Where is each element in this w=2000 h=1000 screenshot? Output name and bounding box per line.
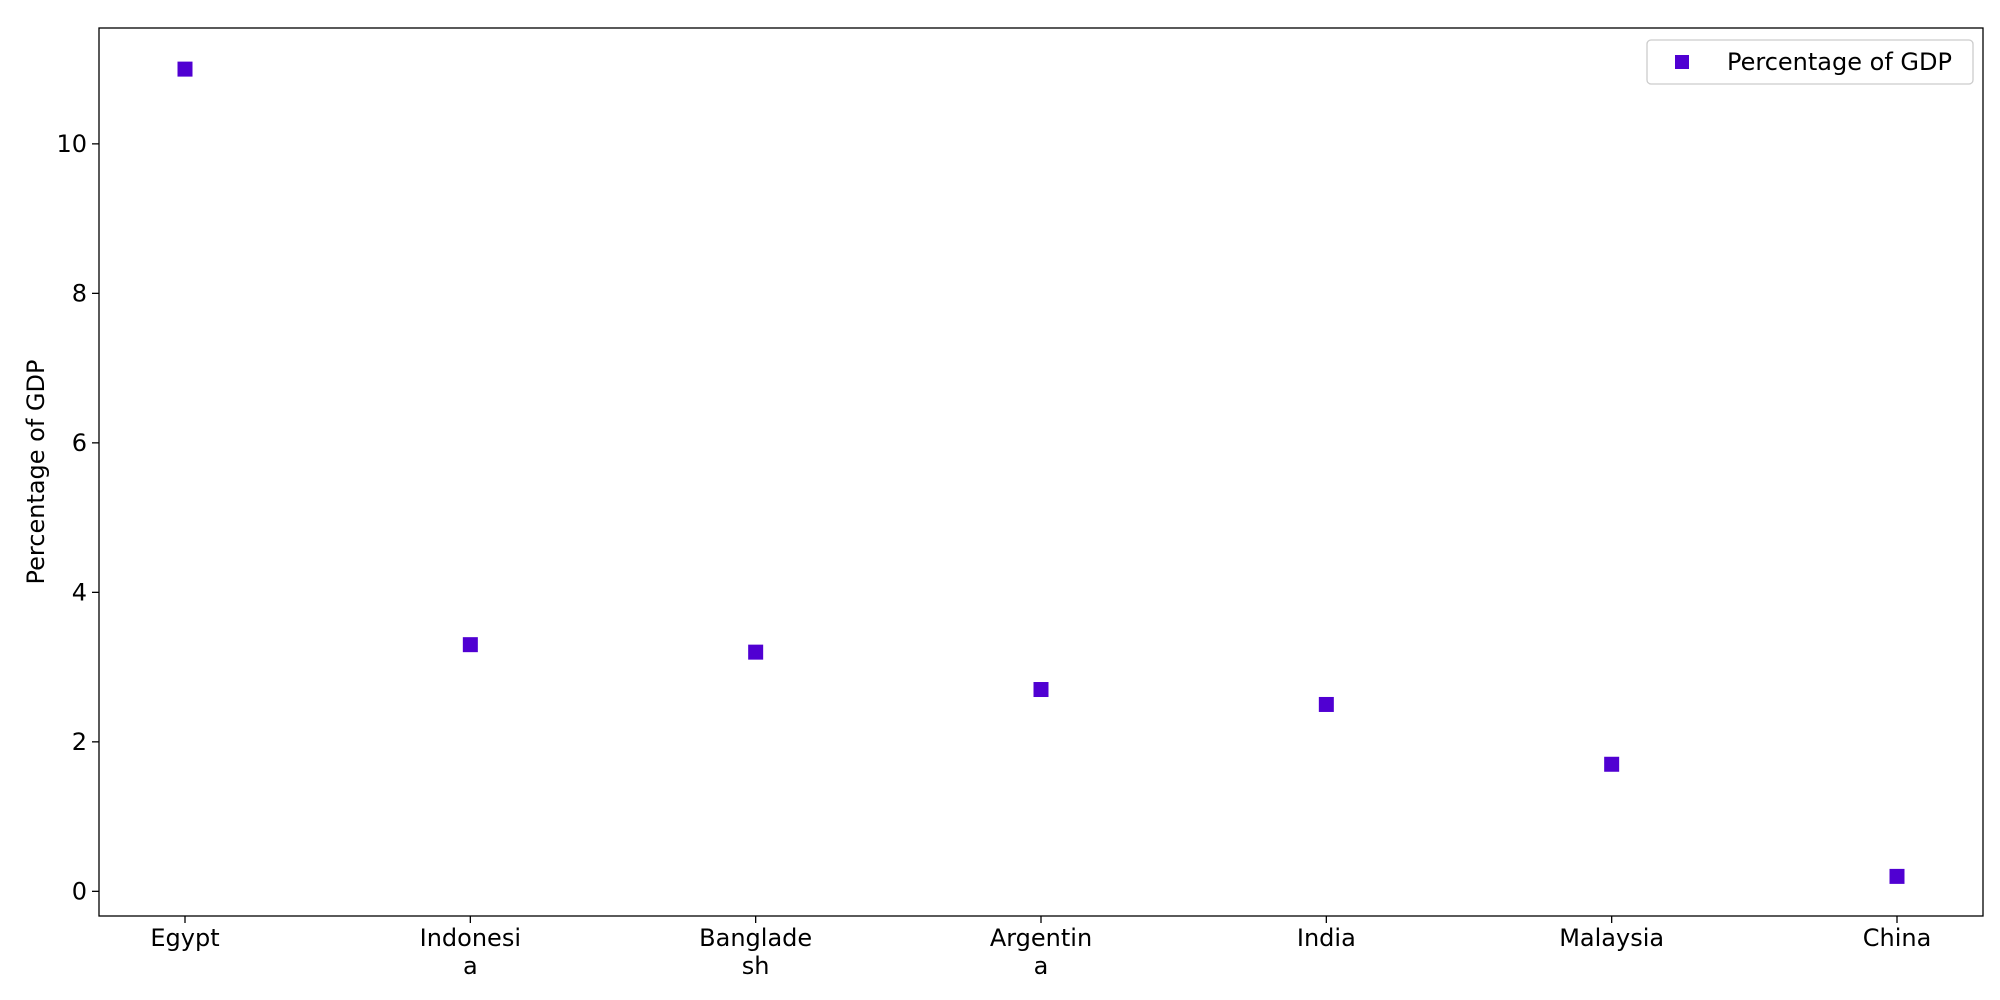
data-point <box>748 644 764 660</box>
data-point <box>177 61 193 77</box>
y-tick-label: 0 <box>72 877 87 905</box>
x-tick-label-line: a <box>463 952 478 980</box>
x-tick-label-line: China <box>1863 924 1932 952</box>
x-tick-label-line: Malaysia <box>1559 924 1664 952</box>
data-point <box>1033 682 1049 698</box>
y-axis: 0 2 4 6 8 10 <box>56 130 99 905</box>
x-tick-label: Malaysia <box>1559 924 1664 952</box>
x-tick-label-line: India <box>1297 924 1356 952</box>
data-point <box>1318 696 1334 712</box>
x-tick-label-line: sh <box>742 952 770 980</box>
plot-marks <box>177 61 1905 884</box>
x-tick-label-line: Argentin <box>990 924 1092 952</box>
y-tick-label: 8 <box>72 279 87 307</box>
x-tick-label-line: Banglade <box>699 924 812 952</box>
legend-box <box>1646 39 1974 85</box>
x-tick-label-line: Indonesi <box>420 924 521 952</box>
x-tick-label: India <box>1297 924 1356 952</box>
legend: Percentage of GDP <box>1646 39 1974 85</box>
legend-marker <box>1675 55 1689 69</box>
x-tick-label: Egypt <box>150 924 219 952</box>
x-tick-label: Argentin a <box>990 924 1092 980</box>
legend-label: Percentage of GDP <box>1727 48 1952 76</box>
x-tick-label: Indonesi a <box>420 924 521 980</box>
x-tick-label: Banglade sh <box>699 924 812 980</box>
data-point <box>462 637 478 653</box>
y-tick-label: 10 <box>56 130 87 158</box>
x-tick-label-line: Egypt <box>150 924 219 952</box>
data-point <box>1604 756 1620 772</box>
x-tick-label: China <box>1863 924 1932 952</box>
y-axis-label: Percentage of GDP <box>22 360 50 585</box>
x-tick-label-line: a <box>1034 952 1049 980</box>
data-point <box>1889 868 1905 884</box>
y-tick-label: 6 <box>72 429 87 457</box>
y-tick-label: 2 <box>72 728 87 756</box>
y-tick-label: 4 <box>72 578 87 606</box>
